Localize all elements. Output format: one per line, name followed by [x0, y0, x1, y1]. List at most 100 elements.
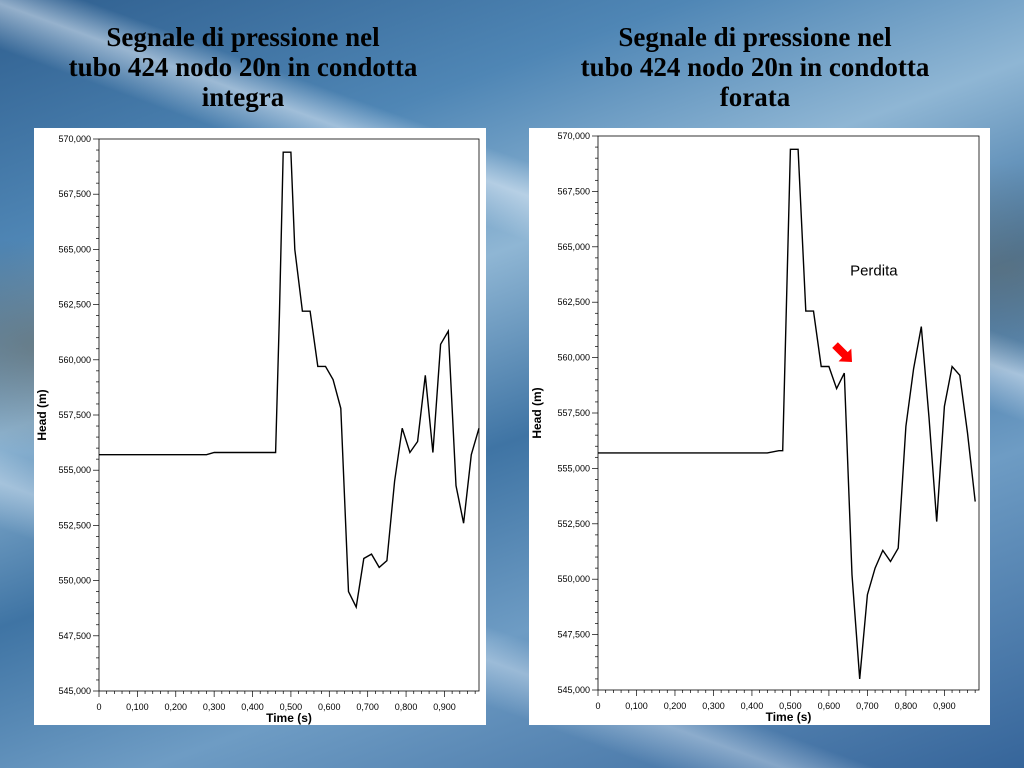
x-tick-label: 0 [595, 701, 600, 711]
y-tick-label: 550,000 [58, 576, 91, 586]
x-tick-label: 0,600 [818, 701, 841, 711]
x-tick-label: 0,200 [664, 701, 687, 711]
data-point [324, 365, 326, 367]
left-heading-line-1: Segnale di pressione nel [106, 22, 380, 52]
data-point [835, 387, 837, 389]
data-point [882, 549, 884, 551]
data-point [447, 330, 449, 332]
y-tick-label: 567,500 [58, 189, 91, 199]
data-point [789, 148, 791, 150]
data-point [98, 454, 100, 456]
y-tick-label: 557,500 [557, 408, 590, 418]
right-chart-heading: Segnale di pressione nel tubo 424 nodo 2… [535, 22, 975, 112]
data-point [943, 405, 945, 407]
data-point [928, 416, 930, 418]
data-point [866, 594, 868, 596]
data-point [282, 151, 284, 153]
data-point [378, 566, 380, 568]
x-axis-label: Time (s) [266, 711, 312, 725]
x-axis-label: Time (s) [766, 710, 812, 724]
data-point [370, 553, 372, 555]
y-tick-label: 565,000 [58, 244, 91, 254]
data-point [812, 310, 814, 312]
data-point [409, 451, 411, 453]
data-point [432, 451, 434, 453]
y-tick-label: 555,000 [557, 463, 590, 473]
right-heading-line-3: forata [719, 82, 791, 112]
y-tick-label: 547,500 [557, 630, 590, 640]
right-heading-line-2: tubo 424 nodo 20n in condotta [580, 52, 930, 82]
y-tick-label: 552,500 [58, 520, 91, 530]
y-axis-label: Head (m) [35, 389, 49, 440]
x-tick-label: 0,800 [395, 702, 418, 712]
y-tick-label: 562,500 [58, 300, 91, 310]
data-point [959, 374, 961, 376]
data-point [897, 547, 899, 549]
data-point [912, 367, 914, 369]
arrow-shape [832, 342, 852, 363]
data-point [797, 148, 799, 150]
data-point [278, 314, 280, 316]
data-point [347, 590, 349, 592]
data-point [424, 374, 426, 376]
x-tick-label: 0,900 [433, 702, 456, 712]
data-point [851, 574, 853, 576]
left-chart-panel: 545,000 547,500 550,000 552,500 555,000 557,5… [34, 128, 486, 725]
data-point [766, 452, 768, 454]
y-tick-label: 565,000 [557, 242, 590, 252]
annotation-arrow [832, 342, 852, 363]
x-tick-label: 0,300 [203, 702, 226, 712]
y-tick-label: 552,500 [557, 519, 590, 529]
data-point [462, 522, 464, 524]
y-tick-label: 560,000 [58, 355, 91, 365]
data-point [828, 365, 830, 367]
data-point [597, 452, 599, 454]
series-line [99, 151, 480, 610]
data-point [966, 432, 968, 434]
data-point [401, 427, 403, 429]
right-line-chart: 545,000 547,500 550,000 552,500 555,000 557,5… [530, 131, 980, 724]
x-tick-label: 0,900 [933, 701, 956, 711]
data-point [951, 365, 953, 367]
x-tick-label: 0,100 [126, 702, 149, 712]
data-point [393, 480, 395, 482]
data-point [416, 440, 418, 442]
data-point [920, 325, 922, 327]
x-tick-label: 0,400 [741, 701, 764, 711]
data-point [274, 451, 276, 453]
x-tick-label: 0 [96, 702, 101, 712]
annotation-label: Perdita [850, 263, 898, 280]
data-point [478, 427, 480, 429]
plot-frame [98, 138, 480, 692]
data-point [386, 560, 388, 562]
series-line [598, 148, 976, 679]
y-tick-label: 550,000 [557, 574, 590, 584]
data-point [935, 520, 937, 522]
data-point [470, 454, 472, 456]
data-point [455, 484, 457, 486]
y-tick-label: 545,000 [58, 686, 91, 696]
data-point [290, 151, 292, 153]
data-point [905, 425, 907, 427]
x-tick-label: 0,500 [280, 702, 303, 712]
data-point [805, 310, 807, 312]
data-point [439, 343, 441, 345]
data-point [317, 365, 319, 367]
x-tick-label: 0,700 [356, 702, 379, 712]
left-line-chart: 545,000 547,500 550,000 552,500 555,000 557,5… [35, 134, 480, 725]
x-tick-label: 0,100 [625, 701, 648, 711]
data-point [309, 310, 311, 312]
left-chart-heading: Segnale di pressione nel tubo 424 nodo 2… [23, 22, 463, 112]
data-point [363, 557, 365, 559]
y-tick-label: 545,000 [557, 685, 590, 695]
x-tick-label: 0,700 [856, 701, 879, 711]
x-tick-label: 0,500 [779, 701, 802, 711]
x-tick-label: 0,200 [165, 702, 188, 712]
right-heading-line-1: Segnale di pressione nel [618, 22, 892, 52]
data-point [843, 372, 845, 374]
data-point [213, 451, 215, 453]
data-point [858, 678, 860, 680]
data-point [332, 378, 334, 380]
data-point [889, 560, 891, 562]
data-point [782, 449, 784, 451]
